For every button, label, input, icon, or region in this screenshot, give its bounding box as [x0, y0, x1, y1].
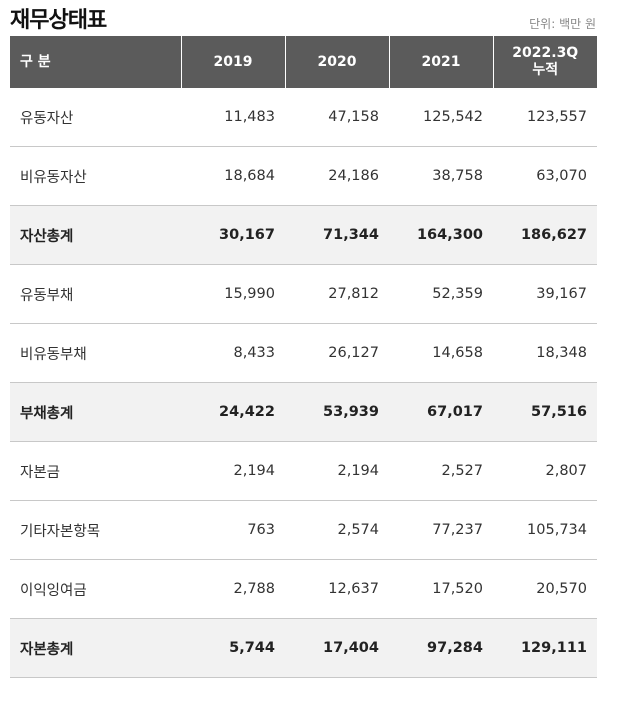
- cell-value: 164,300: [389, 205, 493, 265]
- cell-value: 2,574: [285, 500, 389, 560]
- header-row: 구 분 2019 2020 2021 2022.3Q 누적: [10, 36, 597, 88]
- table-row: 이익잉여금 2,788 12,637 17,520 20,570: [10, 559, 597, 619]
- cell-value: 97,284: [389, 618, 493, 678]
- cell-value: 67,017: [389, 382, 493, 442]
- column-header: 2021: [388, 36, 493, 88]
- cell-value: 18,684: [181, 146, 285, 206]
- table-row: 비유동자산 18,684 24,186 38,758 63,070: [10, 146, 597, 206]
- cell-value: 39,167: [493, 264, 597, 324]
- table-row: 자본금 2,194 2,194 2,527 2,807: [10, 441, 597, 501]
- table-row: 기타자본항목 763 2,574 77,237 105,734: [10, 500, 597, 560]
- cell-value: 15,990: [181, 264, 285, 324]
- row-label: 비유동자산: [10, 146, 181, 206]
- cell-value: 2,788: [181, 559, 285, 619]
- cell-value: 52,359: [389, 264, 493, 324]
- cell-value: 2,194: [181, 441, 285, 501]
- row-label: 유동자산: [10, 88, 181, 147]
- row-label: 자본금: [10, 441, 181, 501]
- cell-value: 8,433: [181, 323, 285, 383]
- cell-value: 24,186: [285, 146, 389, 206]
- cell-value: 30,167: [181, 205, 285, 265]
- column-header: 2020: [284, 36, 389, 88]
- cell-value: 186,627: [493, 205, 597, 265]
- row-label: 자산총계: [10, 205, 181, 265]
- cell-value: 105,734: [493, 500, 597, 560]
- column-header: 구 분: [10, 36, 181, 88]
- cell-value: 14,658: [389, 323, 493, 383]
- row-label: 부채총계: [10, 382, 181, 442]
- table-row: 부채총계 24,422 53,939 67,017 57,516: [10, 382, 597, 442]
- cell-value: 38,758: [389, 146, 493, 206]
- row-label: 이익잉여금: [10, 559, 181, 619]
- table-row: 유동부채 15,990 27,812 52,359 39,167: [10, 264, 597, 324]
- cell-value: 47,158: [285, 88, 389, 147]
- cell-value: 57,516: [493, 382, 597, 442]
- cell-value: 20,570: [493, 559, 597, 619]
- table-row: 자본총계 5,744 17,404 97,284 129,111: [10, 618, 597, 678]
- cell-value: 2,194: [285, 441, 389, 501]
- cell-value: 5,744: [181, 618, 285, 678]
- cell-value: 2,807: [493, 441, 597, 501]
- cell-value: 27,812: [285, 264, 389, 324]
- title: 재무상태표: [10, 8, 107, 33]
- row-label: 유동부채: [10, 264, 181, 324]
- row-label: 비유동부채: [10, 323, 181, 383]
- cell-value: 77,237: [389, 500, 493, 560]
- cell-value: 63,070: [493, 146, 597, 206]
- cell-value: 71,344: [285, 205, 389, 265]
- cell-value: 17,520: [389, 559, 493, 619]
- unit-note: 단위: 백만 원: [529, 17, 596, 31]
- table-row: 유동자산 11,483 47,158 125,542 123,557: [10, 88, 597, 147]
- row-label: 자본총계: [10, 618, 181, 678]
- column-header: 2019: [180, 36, 285, 88]
- cell-value: 11,483: [181, 88, 285, 147]
- table-row: 자산총계 30,167 71,344 164,300 186,627: [10, 205, 597, 265]
- cell-value: 123,557: [493, 88, 597, 147]
- cell-value: 26,127: [285, 323, 389, 383]
- cell-value: 17,404: [285, 618, 389, 678]
- cell-value: 129,111: [493, 618, 597, 678]
- cell-value: 12,637: [285, 559, 389, 619]
- cell-value: 24,422: [181, 382, 285, 442]
- row-label: 기타자본항목: [10, 500, 181, 560]
- table-row: 비유동부채 8,433 26,127 14,658 18,348: [10, 323, 597, 383]
- table-body: 유동자산 11,483 47,158 125,542 123,557 비유동자산 18,68…: [10, 88, 597, 678]
- cell-value: 125,542: [389, 88, 493, 147]
- column-header: 2022.3Q 누적: [492, 36, 597, 88]
- financial-table: 구 분 2019 2020 2021 2022.3Q 누적 유동자산 11,483 47,1…: [10, 36, 597, 678]
- cell-value: 2,527: [389, 441, 493, 501]
- cell-value: 18,348: [493, 323, 597, 383]
- cell-value: 763: [181, 500, 285, 560]
- cell-value: 53,939: [285, 382, 389, 442]
